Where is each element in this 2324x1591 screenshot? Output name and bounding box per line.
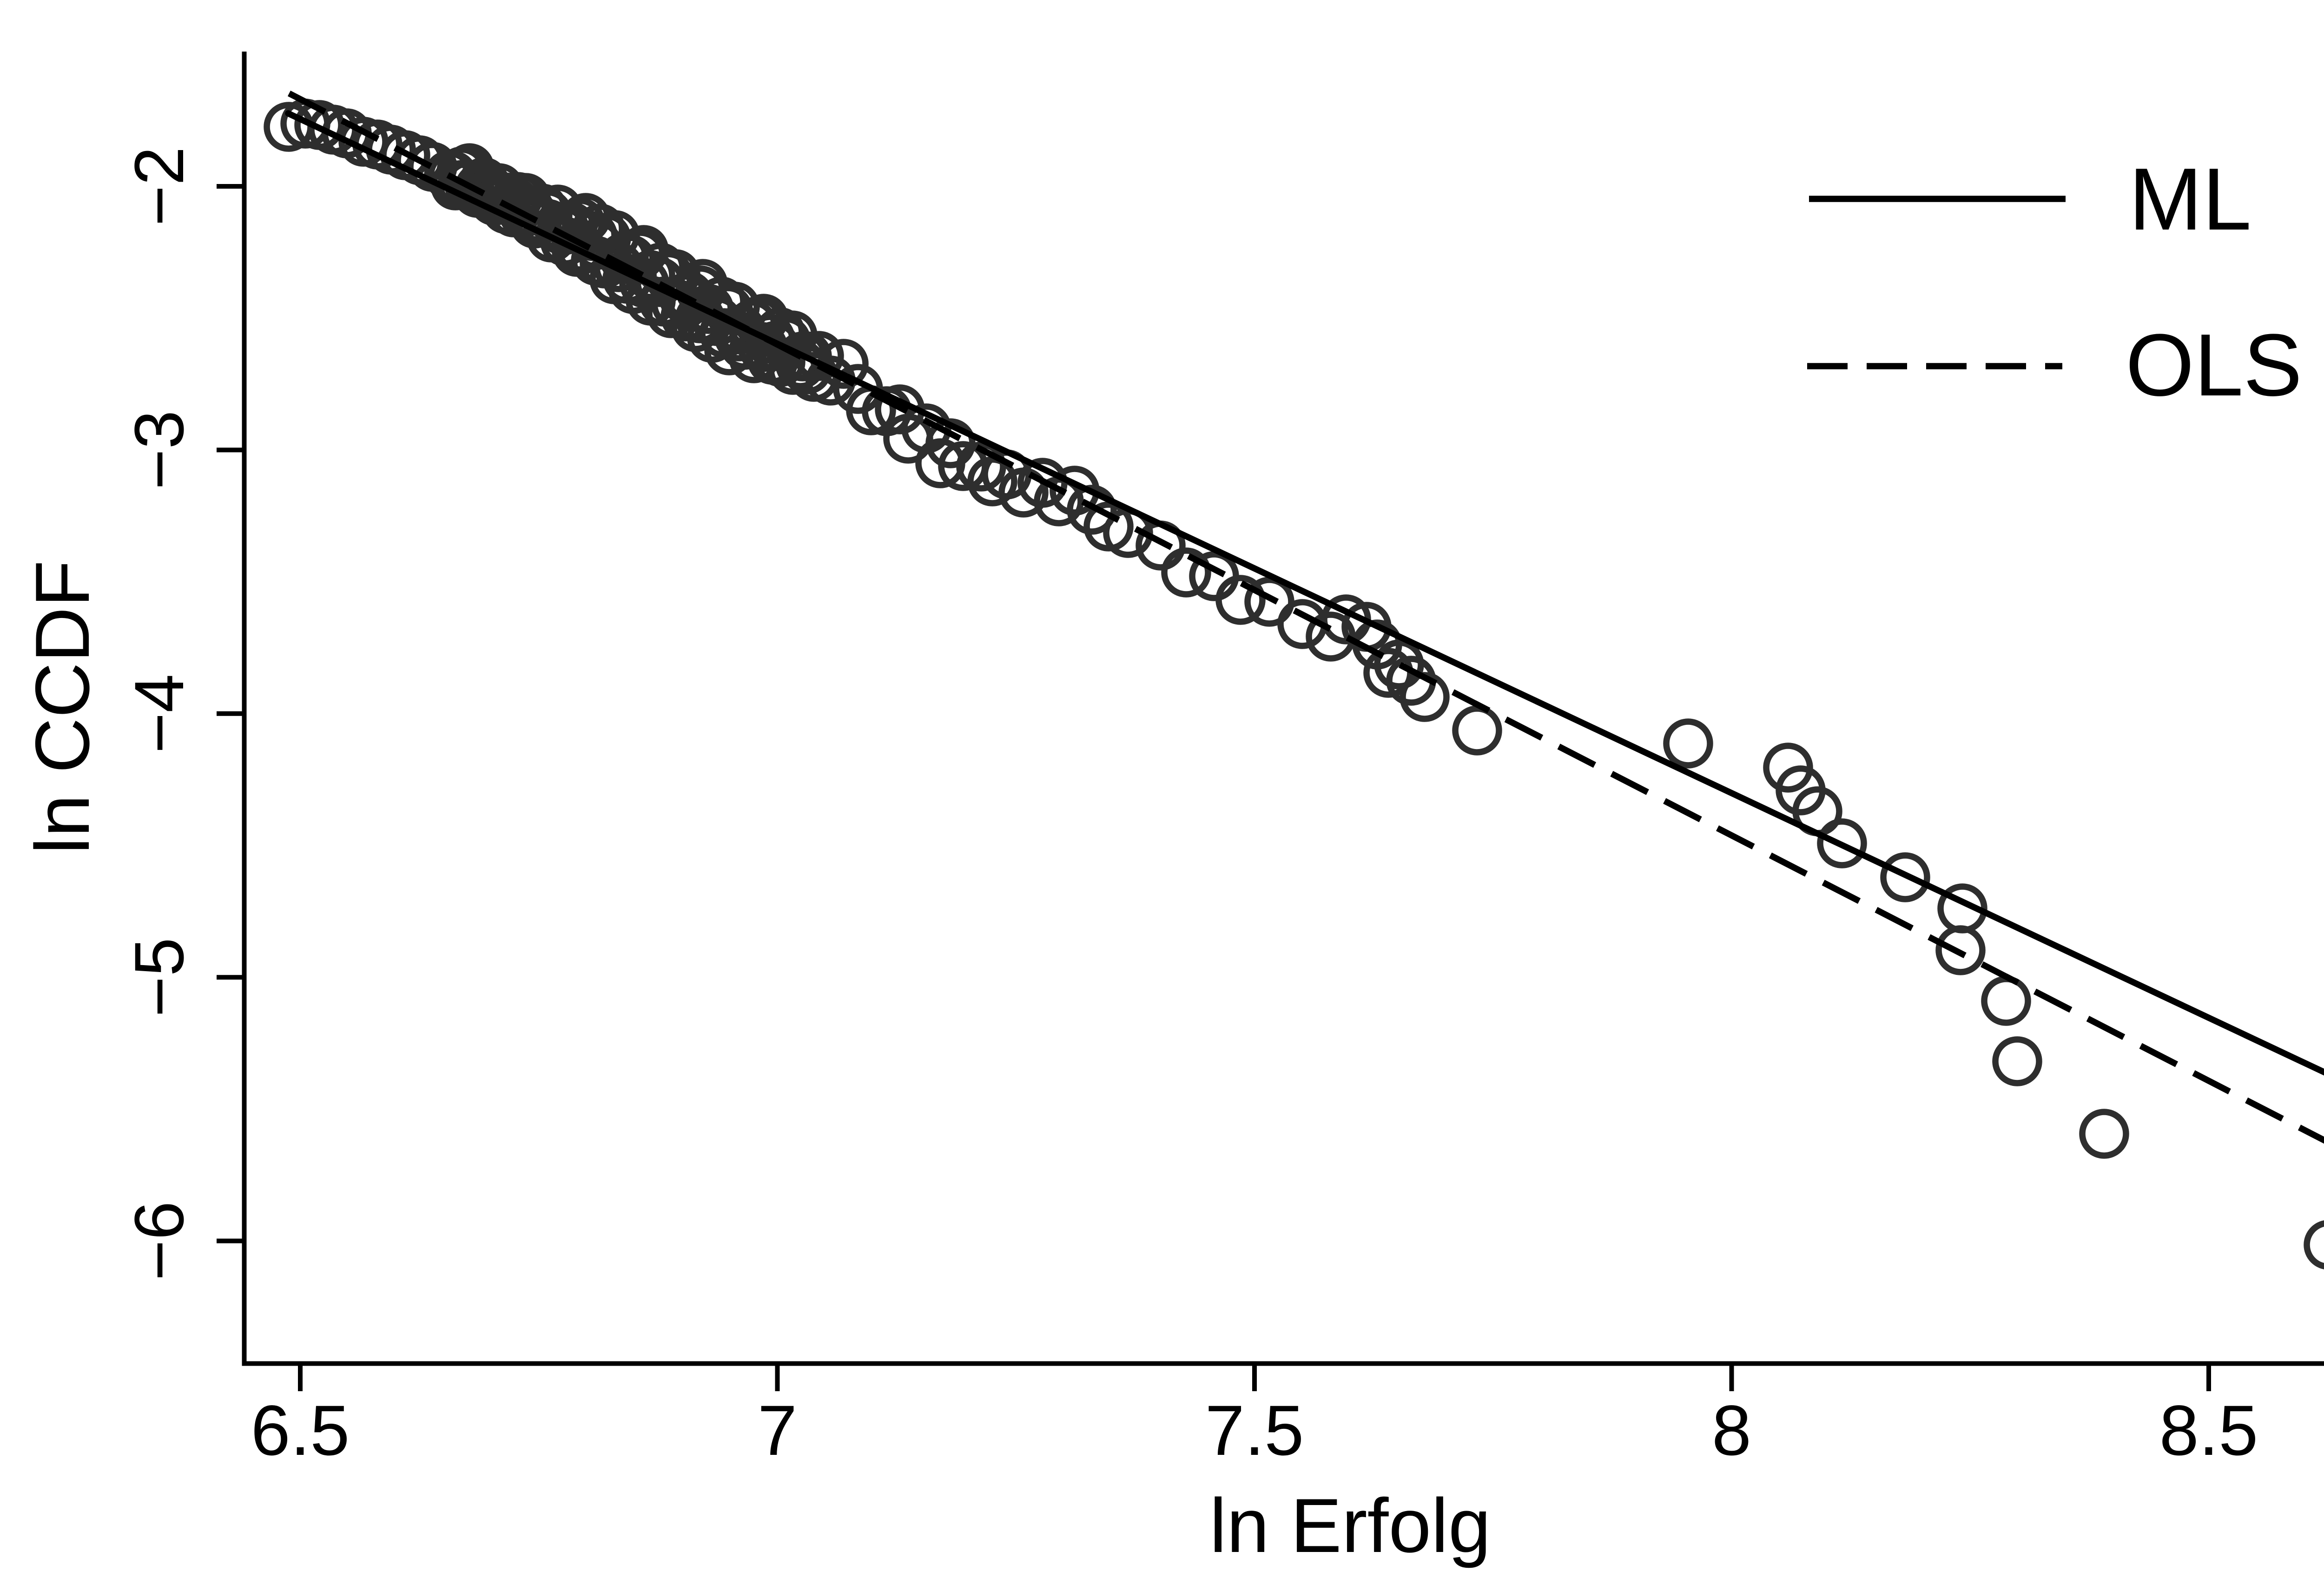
svg-text:8.5: 8.5 [2159, 1391, 2258, 1470]
svg-text:−6: −6 [120, 1201, 198, 1281]
svg-text:−4: −4 [120, 674, 198, 753]
svg-text:−2: −2 [120, 146, 198, 226]
svg-text:8: 8 [1712, 1391, 1751, 1470]
svg-text:ln CCDF: ln CCDF [20, 560, 105, 855]
svg-text:ln Erfolg: ln Erfolg [1209, 1483, 1491, 1568]
svg-text:7: 7 [758, 1391, 797, 1470]
svg-text:6.5: 6.5 [251, 1391, 350, 1470]
svg-text:7.5: 7.5 [1205, 1391, 1304, 1470]
svg-text:−5: −5 [120, 938, 198, 1017]
svg-text:ML: ML [2129, 150, 2251, 249]
svg-text:−3: −3 [120, 410, 198, 490]
svg-text:OLS: OLS [2126, 316, 2302, 414]
